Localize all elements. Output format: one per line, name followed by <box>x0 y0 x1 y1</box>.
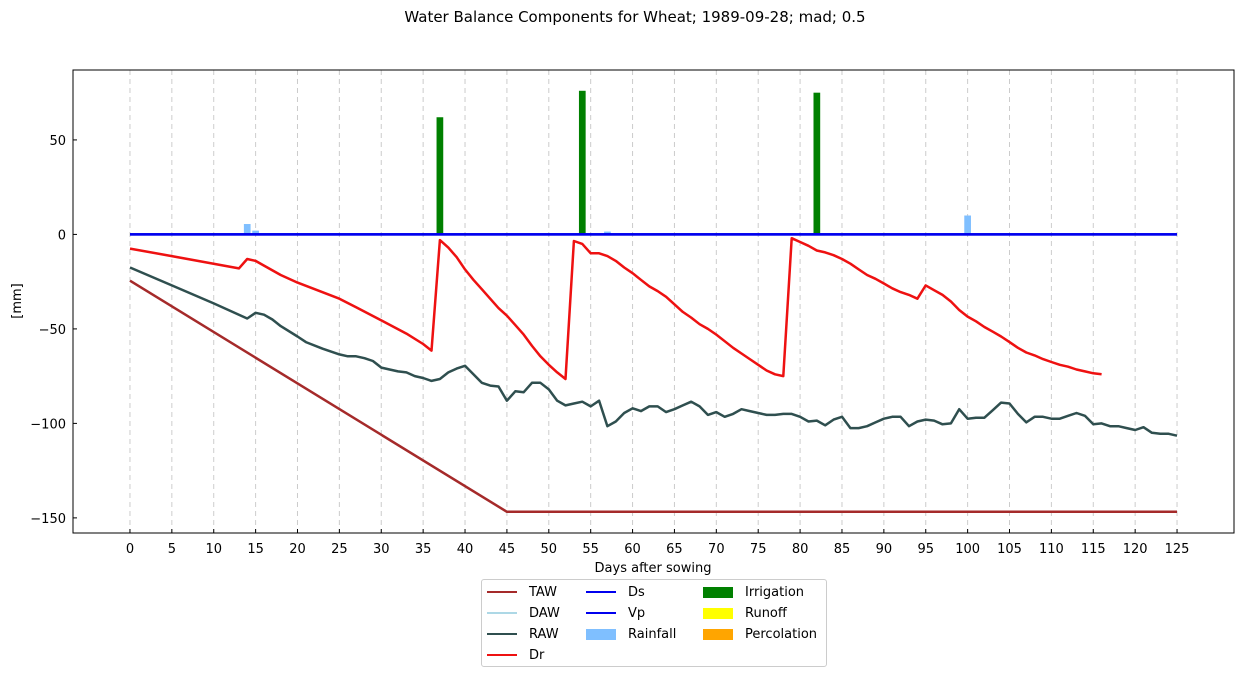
irrigation-bar <box>813 92 821 235</box>
x-tick-label: 35 <box>415 542 432 557</box>
legend-swatch-dr <box>487 654 517 656</box>
legend-swatch-taw <box>487 591 517 593</box>
x-axis-label: Days after sowing <box>595 561 712 576</box>
legend-label-irrigation: Irrigation <box>745 584 805 600</box>
y-tick-label: 50 <box>49 134 66 149</box>
x-tick-label: 0 <box>126 542 134 557</box>
x-tick-label: 70 <box>708 542 725 557</box>
x-tick-label: 25 <box>331 542 348 557</box>
irrigation-bar <box>436 117 444 235</box>
legend-label-ds: Ds <box>628 584 645 600</box>
legend-item-percolation: Percolation <box>703 625 817 643</box>
legend-label-dr: Dr <box>529 647 545 663</box>
legend-item-taw: TAW <box>487 583 557 601</box>
legend-label-raw: RAW <box>529 626 559 642</box>
legend-label-percolation: Percolation <box>745 626 818 642</box>
x-tick-label: 100 <box>955 542 980 557</box>
legend-item-vp: Vp <box>586 604 645 622</box>
line-series <box>129 233 1178 514</box>
x-tick-label: 55 <box>582 542 599 557</box>
legend-item-irrigation: Irrigation <box>703 583 804 601</box>
legend-swatch-irrigation <box>703 586 733 598</box>
rainfall-bar <box>252 230 259 235</box>
legend-swatch-vp <box>586 612 616 614</box>
x-tick-label: 45 <box>499 542 516 557</box>
legend: TAW DAW RAW Dr Ds Vp Rainfall Irrigation… <box>481 579 827 667</box>
chart-title: Water Balance Components for Wheat; 1989… <box>404 8 865 26</box>
x-tick-label: 80 <box>792 542 809 557</box>
x-tick-label: 120 <box>1123 542 1148 557</box>
irrigation-bar <box>578 90 586 235</box>
y-tick-label: 0 <box>58 228 66 243</box>
legend-swatch-runoff <box>703 607 733 619</box>
x-tick-label: 20 <box>289 542 306 557</box>
x-tick-label: 65 <box>666 542 683 557</box>
legend-item-rainfall: Rainfall <box>586 625 676 643</box>
plot-frame <box>72 69 1235 534</box>
raw-line <box>129 266 1178 437</box>
x-tick-label: 50 <box>541 542 558 557</box>
y-tick-label: −150 <box>30 512 66 527</box>
x-gridlines <box>129 70 1178 533</box>
legend-item-raw: RAW <box>487 625 559 643</box>
rainfall-bar <box>604 231 611 235</box>
legend-item-daw: DAW <box>487 604 560 622</box>
x-tick-label: 85 <box>834 542 851 557</box>
legend-label-runoff: Runoff <box>745 605 787 621</box>
x-tick-label: 75 <box>750 542 767 557</box>
y-axis-label: [mm] <box>10 283 25 318</box>
x-tick-label: 90 <box>876 542 893 557</box>
legend-label-vp: Vp <box>628 605 646 621</box>
x-tick-label: 10 <box>205 542 222 557</box>
legend-swatch-percolation <box>703 628 733 640</box>
x-tick-label: 110 <box>1039 542 1064 557</box>
x-tick-label: 60 <box>624 542 641 557</box>
dr-line <box>129 236 1102 381</box>
y-tick-label: −50 <box>39 323 66 338</box>
legend-swatch-raw <box>487 633 517 635</box>
x-tick-label: 105 <box>997 542 1022 557</box>
x-axis-ticks: 0 5 10 15 20 25 30 35 40 45 50 55 60 65 70 75 80 85 90 95 10… <box>126 529 1190 557</box>
x-tick-label: 5 <box>168 542 176 557</box>
legend-label-rainfall: Rainfall <box>628 626 677 642</box>
x-tick-label: 125 <box>1165 542 1190 557</box>
x-tick-label: 40 <box>457 542 474 557</box>
y-axis-ticks: −150 −100 −50 0 50 <box>30 134 77 527</box>
rainfall-bar <box>964 215 971 235</box>
legend-label-taw: TAW <box>529 584 557 600</box>
legend-swatch-rainfall <box>586 628 616 640</box>
legend-item-ds: Ds <box>586 583 645 601</box>
rainfall-bar <box>243 224 251 235</box>
y-tick-label: −100 <box>30 417 66 432</box>
legend-swatch-daw <box>487 612 517 614</box>
bar-series <box>243 90 971 235</box>
x-tick-label: 15 <box>247 542 264 557</box>
x-tick-label: 30 <box>373 542 390 557</box>
legend-item-runoff: Runoff <box>703 604 787 622</box>
x-tick-label: 115 <box>1081 542 1106 557</box>
x-tick-label: 95 <box>917 542 934 557</box>
legend-item-dr: Dr <box>487 646 544 664</box>
legend-swatch-ds <box>586 591 616 593</box>
taw-line <box>129 279 1177 514</box>
legend-label-daw: DAW <box>529 605 560 621</box>
